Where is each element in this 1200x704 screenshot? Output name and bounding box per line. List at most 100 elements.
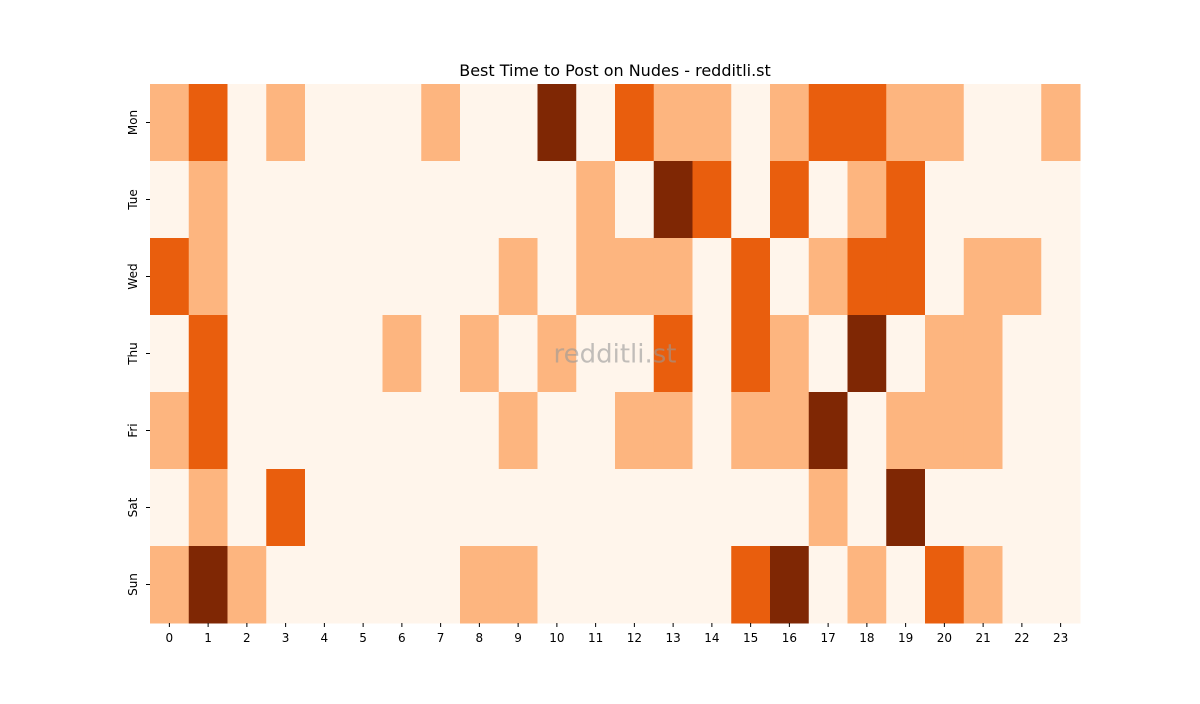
heat-cell — [188, 315, 228, 393]
heat-cell — [150, 161, 190, 239]
heat-cell — [498, 84, 538, 162]
y-tick-label: Tue — [126, 189, 140, 211]
heat-cell — [576, 546, 616, 624]
heat-cell — [963, 161, 1003, 239]
heat-cell — [343, 469, 383, 547]
heat-cell — [537, 392, 577, 470]
heat-cell — [576, 392, 616, 470]
heat-cell — [266, 238, 306, 316]
heat-cell — [343, 315, 383, 393]
heat-cell — [498, 238, 538, 316]
heat-cell — [266, 392, 306, 470]
x-tick-label: 4 — [321, 631, 329, 645]
heat-cell — [382, 161, 422, 239]
heat-cell — [305, 238, 345, 316]
heat-cell — [847, 315, 887, 393]
heat-cell — [227, 315, 267, 393]
heat-cell — [963, 315, 1003, 393]
heat-cell — [421, 392, 461, 470]
heat-cell — [692, 469, 732, 547]
heat-cell — [305, 161, 345, 239]
x-tick-label: 18 — [859, 631, 874, 645]
heat-cell — [537, 238, 577, 316]
x-tick-label: 16 — [782, 631, 797, 645]
heat-cell — [1002, 161, 1042, 239]
heat-cell — [498, 392, 538, 470]
heat-cell — [653, 161, 693, 239]
heat-cell — [460, 161, 500, 239]
heat-cell — [343, 84, 383, 162]
heat-cell — [266, 161, 306, 239]
heat-cell — [266, 315, 306, 393]
heat-cell — [537, 546, 577, 624]
heat-cell — [576, 161, 616, 239]
heat-cell — [615, 546, 655, 624]
heat-cell — [305, 315, 345, 393]
y-tick-label: Sat — [126, 497, 140, 517]
heat-cell — [498, 469, 538, 547]
heat-cell — [731, 392, 771, 470]
heat-cell — [963, 84, 1003, 162]
heat-cell — [188, 392, 228, 470]
heat-cell — [382, 546, 422, 624]
heat-cell — [227, 161, 267, 239]
heat-cell — [963, 546, 1003, 624]
heat-cell — [808, 315, 848, 393]
heat-cell — [847, 161, 887, 239]
heat-cell — [770, 546, 810, 624]
heat-cell — [847, 546, 887, 624]
heat-cell — [1002, 84, 1042, 162]
heat-cell — [653, 546, 693, 624]
heat-cell — [925, 161, 965, 239]
heat-cell — [925, 546, 965, 624]
chart-title: Best Time to Post on Nudes - redditli.st — [459, 61, 771, 80]
heat-cell — [227, 546, 267, 624]
heat-cell — [692, 84, 732, 162]
heat-cell — [731, 546, 771, 624]
heat-cell — [692, 315, 732, 393]
heat-cell — [227, 84, 267, 162]
heat-cell — [382, 469, 422, 547]
x-tick-label: 3 — [282, 631, 290, 645]
heat-cell — [886, 546, 926, 624]
heat-cell — [576, 84, 616, 162]
y-tick-label: Wed — [126, 263, 140, 289]
heat-cell — [808, 392, 848, 470]
x-tick-label: 10 — [549, 631, 564, 645]
heat-cell — [421, 238, 461, 316]
heat-cell — [1002, 315, 1042, 393]
y-tick-label: Thu — [126, 342, 140, 366]
heat-cell — [770, 161, 810, 239]
heat-cell — [847, 469, 887, 547]
heat-cell — [1041, 469, 1081, 547]
heat-cell — [653, 238, 693, 316]
heat-cell — [615, 315, 655, 393]
heat-cell — [886, 392, 926, 470]
heat-cell — [653, 315, 693, 393]
x-tick-label: 0 — [166, 631, 174, 645]
x-tick-label: 15 — [743, 631, 758, 645]
x-tick-label: 17 — [820, 631, 835, 645]
heat-cell — [731, 238, 771, 316]
x-tick-label: 12 — [627, 631, 642, 645]
heat-cell — [925, 392, 965, 470]
heat-cell — [731, 469, 771, 547]
heat-cell — [150, 469, 190, 547]
heat-cell — [460, 238, 500, 316]
heat-cell — [963, 238, 1003, 316]
heat-cell — [460, 84, 500, 162]
heat-cell — [421, 546, 461, 624]
heat-cell — [1002, 546, 1042, 624]
heat-cell — [731, 84, 771, 162]
x-tick-label: 2 — [243, 631, 251, 645]
heat-cell — [576, 315, 616, 393]
heat-cell — [537, 84, 577, 162]
x-tick-label: 14 — [704, 631, 719, 645]
heat-cell — [421, 315, 461, 393]
heat-cell — [653, 392, 693, 470]
heat-cell — [305, 84, 345, 162]
heat-cell — [343, 392, 383, 470]
heat-cell — [847, 392, 887, 470]
heat-cell — [382, 315, 422, 393]
